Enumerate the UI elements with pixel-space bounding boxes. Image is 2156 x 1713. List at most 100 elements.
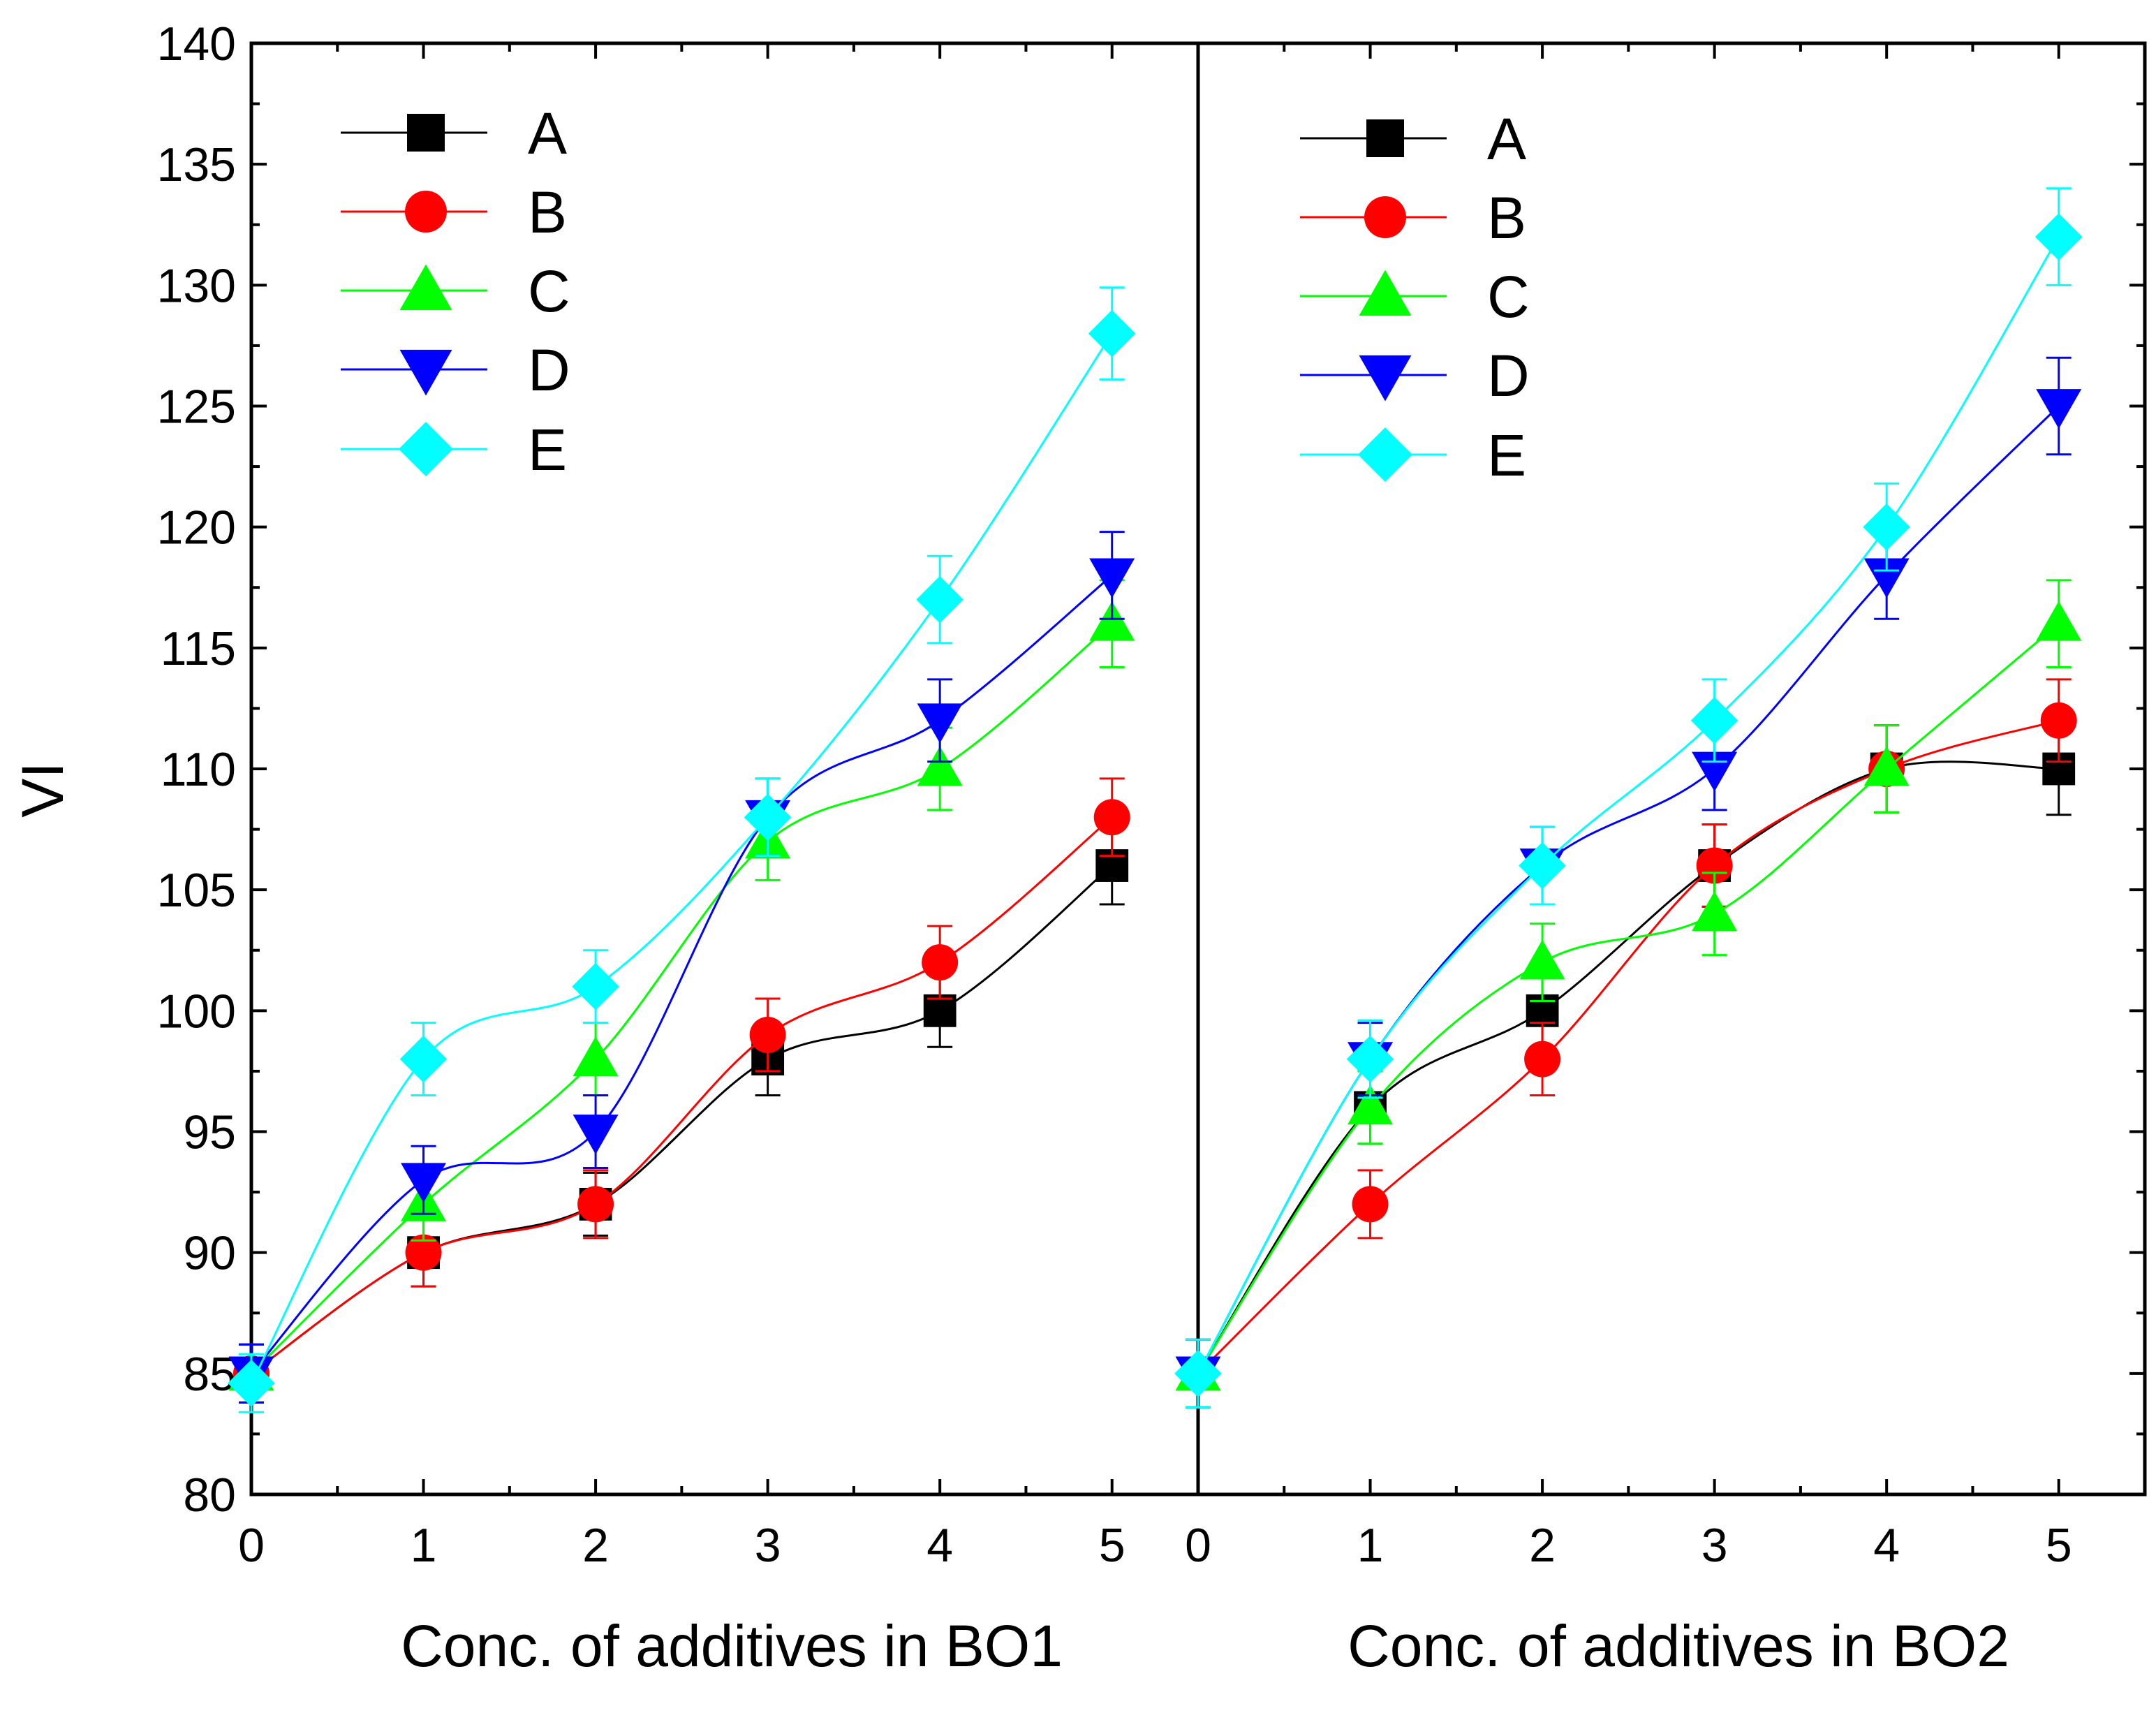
y-tick-label: 130 [157,259,236,312]
legend-marker [1359,270,1412,316]
legend-item-d: D [341,337,570,403]
y-tick-label: 125 [157,381,236,434]
legend-item-c: C [1300,264,1530,330]
data-point-marker [1696,847,1733,884]
x-axis-title: Conc. of additives in BO1 [401,1613,1063,1679]
x-tick-label: 4 [926,1519,953,1572]
y-tick-label: 85 [183,1348,236,1401]
legend-item-a: A [1300,106,1526,172]
legend-label: A [1487,106,1526,172]
data-point-marker [1692,891,1738,932]
data-point-marker [923,994,957,1027]
plot-frame [249,41,1200,1497]
legend-marker [1358,427,1412,482]
data-point-marker [744,793,792,841]
data-point-marker [916,575,963,624]
series-line [250,332,1113,1384]
series-a [235,825,1129,1404]
legend-item-a: A [341,101,567,166]
data-point-marker [1352,1186,1389,1223]
legend-item-e: E [341,417,567,483]
data-point-marker [1519,939,1565,980]
legend-label: C [1487,264,1530,330]
y-tick-label: 140 [157,17,236,71]
y-axis-title: VI [10,762,75,817]
data-point-marker [1089,558,1135,598]
x-tick-label: 1 [1357,1519,1384,1572]
data-point-marker [401,1163,447,1203]
legend-label: E [1487,422,1526,488]
data-point-marker [1089,601,1135,641]
legend-label: A [528,101,567,166]
series-e [1174,187,2083,1409]
data-point-marker [2036,601,2082,641]
data-point-marker [1863,746,1910,786]
data-point-marker [922,944,959,981]
legend-marker [1366,119,1404,157]
data-point-marker [577,1186,614,1223]
plot-frame [1196,41,2147,1497]
series-line [1197,623,2060,1374]
series-line [1197,760,2059,1374]
series-line [250,574,1113,1374]
legend-item-e: E [1300,422,1526,488]
data-point-marker [749,1016,786,1053]
series-line [1197,719,2060,1374]
x-tick-label: 0 [1185,1519,1211,1572]
x-tick-label: 2 [1529,1519,1556,1572]
y-tick-label: 80 [183,1469,236,1522]
data-point-marker [1174,1350,1222,1397]
data-point-marker [1348,1085,1394,1125]
legend-label: B [528,179,567,245]
series-a [1181,721,2076,1409]
data-point-marker [2040,702,2077,739]
series-c [1175,579,2082,1409]
legend-marker [405,191,447,233]
data-point-marker [1346,1035,1394,1083]
legend-marker [1359,355,1412,402]
y-tick-label: 95 [183,1106,236,1159]
series-b [233,777,1130,1404]
y-tick-label: 115 [161,622,236,675]
x-tick-label: 3 [1701,1519,1728,1572]
data-point-marker [1690,696,1738,744]
legend-label: B [1487,185,1526,251]
data-point-marker [1863,558,1910,598]
x-tick-label: 2 [582,1519,609,1572]
x-tick-label: 3 [755,1519,781,1572]
legend-label: D [1487,343,1530,409]
series-c [228,579,1135,1404]
data-point-marker [1093,799,1130,836]
data-point-marker [228,1359,275,1407]
data-point-marker [399,1035,448,1083]
legend-item-b: B [1300,185,1526,251]
series-line [250,623,1113,1374]
y-tick-label: 120 [157,501,236,554]
y-tick-label: 135 [157,138,236,191]
series-line [1197,236,2060,1374]
data-point-marker [573,1115,619,1154]
data-point-marker [1524,1041,1561,1078]
data-point-marker [1088,309,1136,358]
series-b [1180,678,2077,1409]
x-axis-title: Conc. of additives in BO2 [1348,1613,2009,1679]
x-tick-label: 1 [411,1519,437,1572]
data-point-marker [2036,389,2082,429]
data-point-marker [1863,503,1910,551]
data-point-marker [917,746,963,786]
legend-label: C [528,258,570,324]
legend-item-b: B [341,179,567,245]
data-point-marker [572,962,619,1010]
y-tick-label: 110 [161,743,236,796]
legend-marker [399,349,452,396]
legend-marker [399,422,453,476]
series-e [228,286,1136,1413]
series-line [1197,405,2060,1374]
legend-label: D [528,337,570,403]
y-tick-label: 100 [157,985,236,1038]
x-tick-label: 0 [238,1519,265,1572]
